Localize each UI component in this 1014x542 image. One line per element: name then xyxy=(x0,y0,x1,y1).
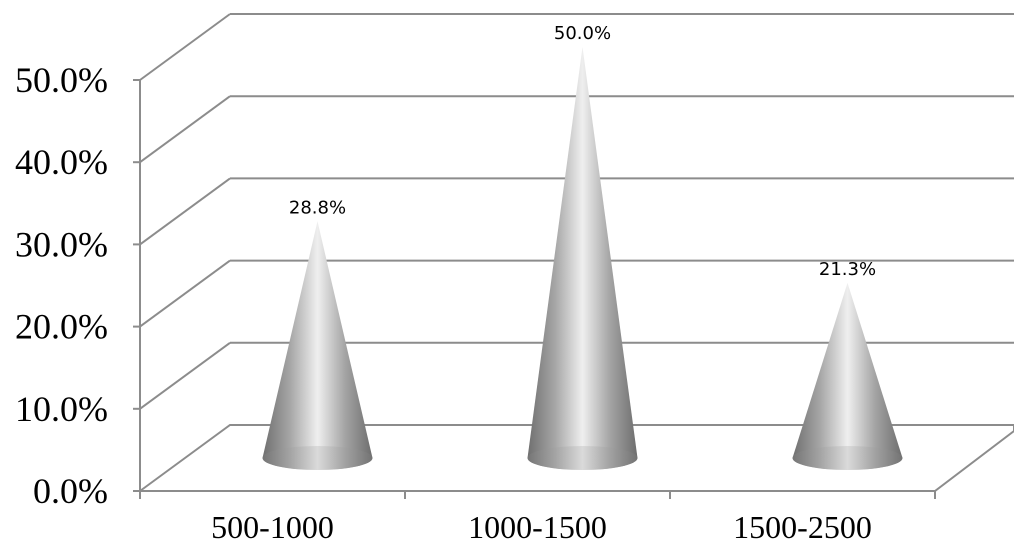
label-layer: 0.0% 10.0% 20.0% 30.0% 40.0% 50.0% 28.8% 500-10… xyxy=(15,23,876,542)
cone-base xyxy=(792,446,903,470)
y-tick-label: 50.0% xyxy=(15,60,108,100)
x-category-label: 1000-1500 xyxy=(468,509,607,542)
gridline-side xyxy=(139,177,231,246)
cone-base xyxy=(527,446,638,470)
gridline-side xyxy=(139,95,231,164)
cone-1500-2500 xyxy=(792,282,903,470)
axis-layer xyxy=(133,79,936,499)
gridline-side xyxy=(139,259,231,328)
cone-base xyxy=(262,446,373,470)
data-label: 28.8% xyxy=(289,197,346,218)
cone-layer xyxy=(262,47,903,470)
y-tick-label: 20.0% xyxy=(15,307,108,347)
y-tick-label: 40.0% xyxy=(15,142,108,182)
y-tick-label: 10.0% xyxy=(15,389,108,429)
cone-1000-1500 xyxy=(527,47,638,470)
y-tick-label: 0.0% xyxy=(33,471,108,511)
gridline-side xyxy=(139,13,231,81)
cone-500-1000 xyxy=(262,221,373,470)
data-label: 50.0% xyxy=(554,23,611,44)
x-category-label: 1500-2500 xyxy=(733,509,872,542)
data-label: 21.3% xyxy=(819,259,876,280)
gridline-side xyxy=(139,341,231,410)
y-tick-label: 30.0% xyxy=(15,224,108,264)
x-category-label: 500-1000 xyxy=(211,509,334,542)
